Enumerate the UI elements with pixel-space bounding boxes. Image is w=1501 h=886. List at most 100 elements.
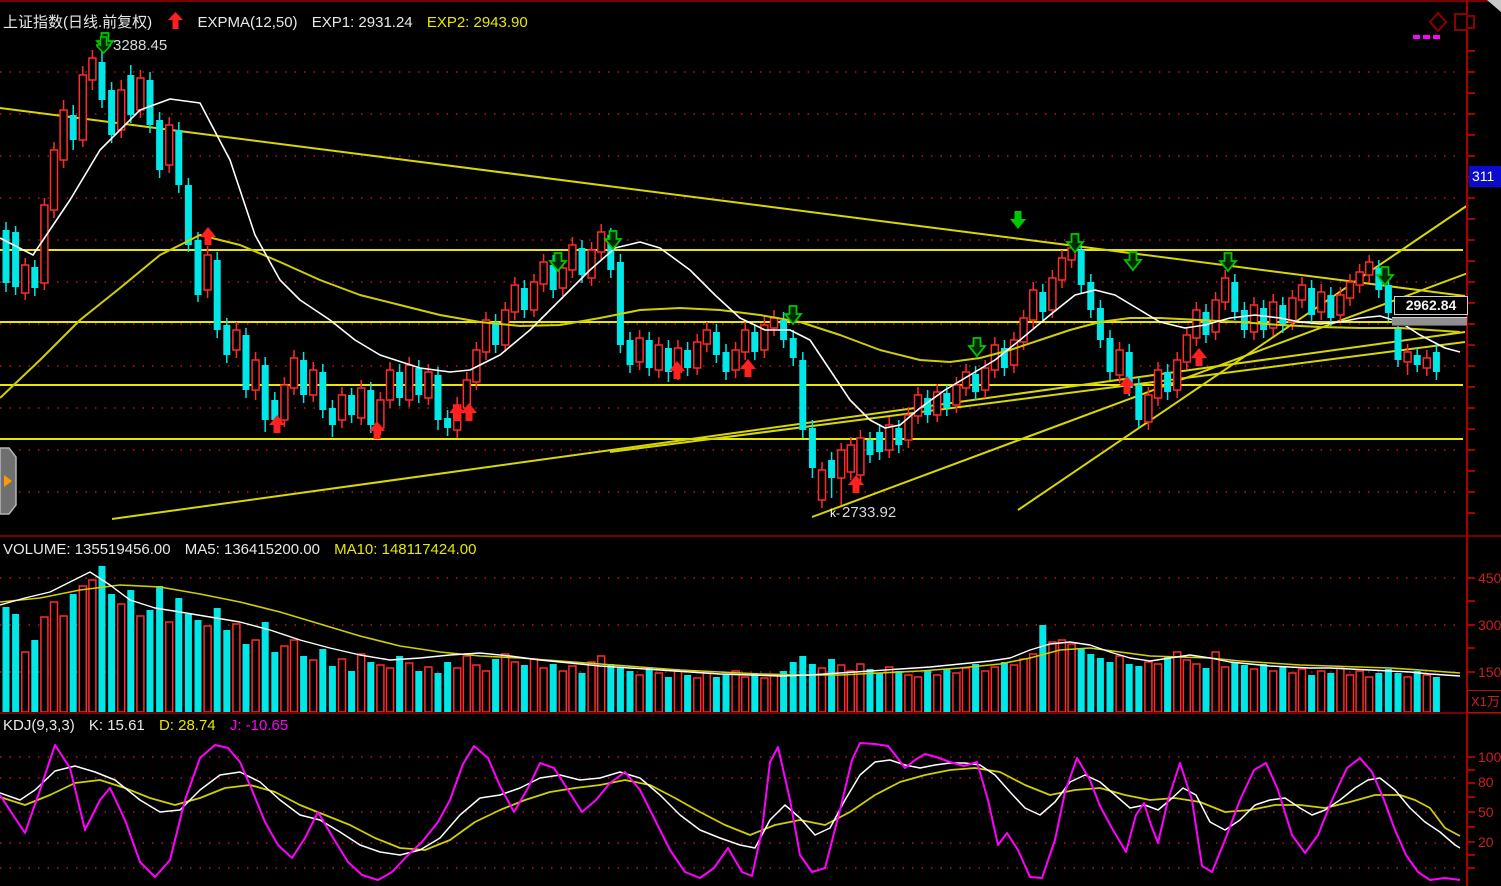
candle-body: [1039, 292, 1047, 312]
candle-body: [1048, 277, 1057, 311]
candle-body: [88, 57, 97, 81]
volume-bar: [1394, 673, 1402, 712]
candle-body: [712, 332, 720, 355]
volume-bar: [12, 614, 20, 712]
kdj-name[interactable]: KDJ(9,3,3): [3, 717, 75, 734]
volume-bar: [20, 651, 30, 713]
volume-bar: [751, 673, 759, 712]
volume-bar: [98, 566, 106, 712]
candle-body: [1240, 310, 1248, 330]
volume-bar: [510, 661, 520, 713]
symbol-title[interactable]: 上证指数(日线.前复权): [3, 14, 153, 31]
candle-body: [731, 349, 740, 371]
volume-bar: [520, 665, 528, 712]
candle-body: [300, 360, 308, 395]
candle-body: [654, 344, 664, 371]
corner-resize-icon[interactable]: [1487, 0, 1501, 12]
volume-bar: [558, 670, 568, 713]
candle-body: [913, 394, 923, 417]
more-dots-icon[interactable]: [1423, 35, 1430, 39]
candle-body: [328, 408, 336, 425]
candle-body: [348, 395, 356, 415]
candle-body: [1164, 372, 1172, 392]
candle-body: [20, 264, 30, 294]
indicator-name[interactable]: EXPMA(12,50): [197, 14, 298, 31]
volume-bar: [1028, 653, 1038, 713]
volume-bar: [348, 671, 356, 712]
candle-body: [444, 418, 452, 428]
candle-body: [626, 340, 634, 365]
candle-body: [1125, 352, 1133, 388]
volume-bar: [1422, 674, 1432, 713]
volume-bar: [59, 615, 68, 713]
candle-body: [1375, 268, 1383, 290]
buy-arrow-icon: [200, 227, 216, 245]
volume-bar: [836, 664, 846, 713]
candle-body: [31, 267, 39, 288]
candle-body: [1057, 257, 1067, 281]
volume-bar: [31, 640, 39, 712]
volume-bar: [799, 656, 807, 712]
candle-body: [635, 337, 644, 363]
volume-bar: [876, 673, 884, 712]
candle-body: [789, 338, 797, 358]
candle-body: [596, 231, 606, 253]
sidebar-expand-handle[interactable]: [0, 447, 18, 515]
candle-body: [932, 391, 942, 416]
more-dots-icon[interactable]: [1433, 35, 1440, 39]
buy-arrow-icon: [740, 359, 756, 377]
volume-bar: [549, 664, 557, 712]
candle-body: [1028, 289, 1038, 321]
volume-bar: [500, 653, 510, 713]
volume-bar: [808, 664, 816, 712]
candle-body: [223, 325, 231, 355]
candle-body: [722, 352, 730, 372]
volume-bar: [1268, 670, 1278, 713]
candle-body: [828, 460, 836, 478]
kdj-k-line: [0, 759, 1461, 856]
volume-bar: [924, 671, 932, 712]
volume-bar: [1067, 643, 1076, 713]
volume-bar: [203, 625, 212, 713]
axis-price-badge: 311: [1469, 166, 1501, 187]
volume-bar: [884, 666, 894, 713]
volume-bar: [780, 671, 788, 712]
candle-body: [12, 232, 20, 287]
volume-bar: [127, 590, 135, 712]
volume-bar: [1039, 625, 1047, 712]
volume-bar: [232, 623, 241, 713]
candle-body: [1394, 327, 1402, 360]
buy-arrow-icon: [461, 403, 477, 421]
candle-body: [69, 115, 77, 140]
candle-body: [558, 267, 568, 289]
candle-body: [1364, 261, 1374, 276]
candle-body: [2, 230, 10, 283]
volume-bar: [1345, 674, 1355, 713]
buy-arrow-icon: [449, 403, 465, 421]
kdj-axis-label: 50: [1478, 804, 1494, 820]
candle-body: [702, 329, 712, 345]
volume-bar: [539, 667, 548, 713]
volume-bar: [69, 594, 77, 712]
sell-arrow-icon: [783, 305, 803, 326]
volume-bar: [722, 675, 730, 712]
window-split-icon[interactable]: [1454, 11, 1476, 33]
high-price-label: 3288.45: [94, 36, 167, 55]
candle-body: [261, 365, 269, 420]
volume-bar: [213, 608, 221, 712]
candle-body: [1327, 295, 1335, 318]
candle-body: [1403, 351, 1412, 363]
volume-bar: [1009, 664, 1019, 713]
buy-arrow-icon: [269, 415, 285, 433]
expma12-line: [0, 98, 1461, 429]
diamond-icon[interactable]: [1428, 11, 1448, 33]
candle-body: [578, 248, 586, 275]
candle-body: [337, 394, 347, 421]
more-dots-icon[interactable]: [1413, 35, 1420, 39]
candle-body: [78, 74, 88, 141]
candle-body: [127, 75, 135, 115]
volume-bar: [337, 658, 347, 713]
candle-body: [1249, 304, 1259, 333]
volume-bar: [684, 675, 692, 712]
